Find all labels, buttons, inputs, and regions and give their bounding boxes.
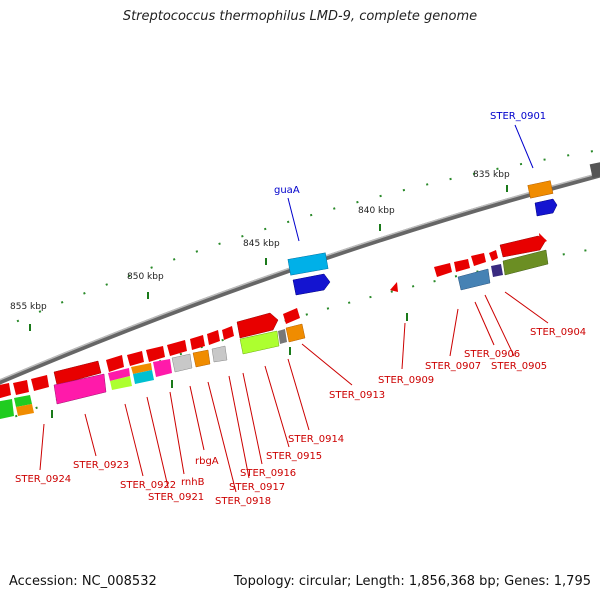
gene-label-rnhB: rnhB: [181, 477, 205, 488]
map-title: Streptococcus thermophilus LMD-9, comple…: [122, 9, 478, 24]
forward-genes: [287, 180, 558, 296]
scale-label-850: 850 kbp: [127, 272, 164, 282]
gene-label-STER_0906: STER_0906: [464, 349, 520, 360]
gene-label-STER_0913: STER_0913: [329, 390, 385, 401]
major-ticks: [29, 185, 508, 418]
outer-tick-ring: [0, 149, 600, 330]
scale-label-845: 845 kbp: [243, 239, 280, 249]
gene-label-STER_0921: STER_0921: [148, 492, 204, 503]
leader-lines: [39, 291, 549, 493]
scale-label-840: 840 kbp: [358, 206, 395, 216]
gene-label-STER_0907: STER_0907: [425, 361, 481, 372]
gene-label-STER_0905: STER_0905: [491, 361, 547, 372]
scale-label-855: 855 kbp: [10, 302, 47, 312]
scale-label-835: 835 kbp: [473, 170, 510, 180]
gene-label-STER_0909: STER_0909: [378, 375, 434, 386]
gene-label-rbgA: rbgA: [195, 456, 219, 467]
reverse-genes: [0, 308, 306, 419]
gene-label-STER_0915: STER_0915: [266, 451, 322, 462]
leader-lines-blue: [287, 124, 534, 242]
gene-block-gray-edge: [589, 161, 600, 179]
gene-label-STER_0922: STER_0922: [120, 480, 176, 491]
gene-label-STER_0924: STER_0924: [15, 474, 71, 485]
gene-label-STER_0914: STER_0914: [288, 434, 344, 445]
gene-label-STER_0904: STER_0904: [530, 327, 586, 338]
gene-label-STER_0916: STER_0916: [240, 468, 296, 479]
gene-label-STER_0901: STER_0901: [490, 111, 546, 122]
genome-summary-text: Topology: circular; Length: 1,856,368 bp…: [233, 574, 591, 589]
gene-label-guaA: guaA: [274, 185, 300, 196]
accession-text: Accession: NC_008532: [9, 574, 157, 589]
gene-label-STER_0918: STER_0918: [215, 496, 271, 507]
gene-label-STER_0917: STER_0917: [229, 482, 285, 493]
gene-label-STER_0923: STER_0923: [73, 460, 129, 471]
